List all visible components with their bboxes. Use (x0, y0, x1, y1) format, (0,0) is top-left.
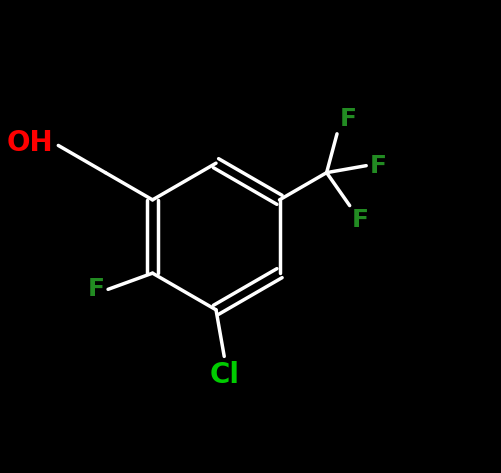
Text: F: F (352, 208, 369, 232)
Text: Cl: Cl (209, 361, 239, 389)
Text: OH: OH (7, 129, 54, 157)
Text: F: F (87, 277, 104, 301)
Text: F: F (339, 107, 356, 131)
Text: F: F (370, 154, 386, 178)
